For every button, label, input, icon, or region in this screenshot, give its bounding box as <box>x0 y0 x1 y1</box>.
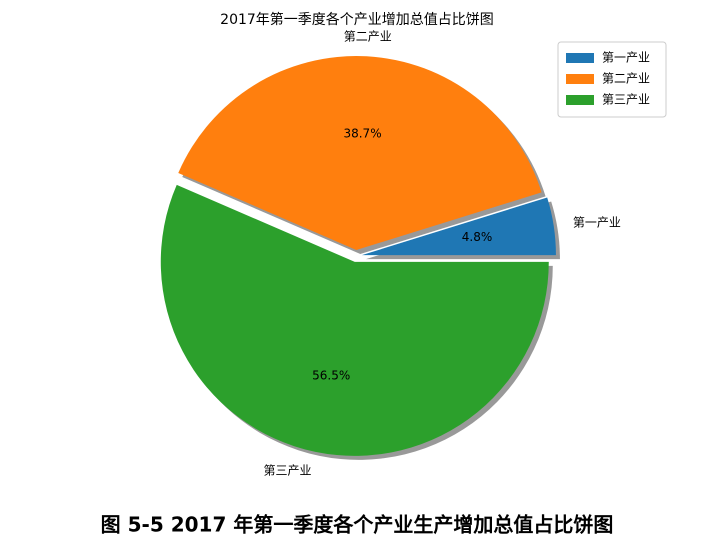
pie-wedge <box>160 184 549 456</box>
percent-label: 38.7% <box>343 126 381 140</box>
chart-title: 2017年第一季度各个产业增加总值占比饼图 <box>220 11 494 28</box>
legend-swatch <box>566 95 594 105</box>
legend-label: 第二产业 <box>602 72 650 86</box>
pie-wedge <box>178 56 542 251</box>
legend-swatch <box>566 74 594 84</box>
category-label: 第二产业 <box>344 29 392 43</box>
percent-label: 4.8% <box>462 230 493 244</box>
category-label: 第三产业 <box>263 463 311 477</box>
caption: 图 5-5 2017 年第一季度各个产业生产增加总值占比饼图 <box>101 513 614 537</box>
legend-swatch <box>566 53 594 63</box>
legend-label: 第三产业 <box>602 93 650 107</box>
pie-wedge <box>361 197 556 256</box>
legend-label: 第一产业 <box>602 51 650 65</box>
percent-label: 56.5% <box>312 368 350 382</box>
category-label: 第一产业 <box>573 216 621 230</box>
